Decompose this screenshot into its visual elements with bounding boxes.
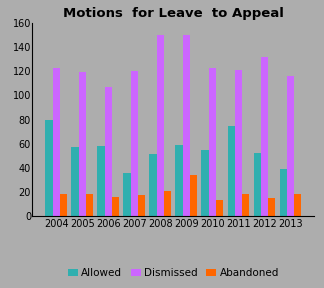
Bar bbox=[60, 194, 67, 216]
Legend: Allowed, Dismissed, Abandoned: Allowed, Dismissed, Abandoned bbox=[64, 264, 283, 282]
Bar bbox=[78, 73, 86, 216]
Bar bbox=[131, 71, 138, 216]
Bar bbox=[45, 120, 52, 216]
Bar bbox=[202, 150, 209, 216]
Bar bbox=[97, 146, 105, 216]
Bar bbox=[294, 194, 301, 216]
Bar bbox=[112, 197, 119, 216]
Bar bbox=[105, 87, 112, 216]
Bar bbox=[227, 126, 235, 216]
Bar bbox=[86, 194, 93, 216]
Bar bbox=[261, 57, 268, 216]
Title: Motions  for Leave  to Appeal: Motions for Leave to Appeal bbox=[63, 7, 284, 20]
Bar bbox=[280, 169, 287, 216]
Bar bbox=[164, 191, 171, 216]
Bar bbox=[287, 76, 294, 216]
Bar bbox=[190, 175, 197, 216]
Bar bbox=[138, 196, 145, 216]
Bar bbox=[254, 153, 261, 216]
Bar bbox=[157, 35, 164, 216]
Bar bbox=[123, 173, 131, 216]
Bar bbox=[71, 147, 78, 216]
Bar bbox=[235, 70, 242, 216]
Bar bbox=[183, 35, 190, 216]
Bar bbox=[175, 145, 183, 216]
Bar bbox=[52, 68, 60, 216]
Bar bbox=[149, 154, 157, 216]
Bar bbox=[216, 200, 223, 216]
Bar bbox=[242, 194, 249, 216]
Bar bbox=[268, 198, 275, 216]
Bar bbox=[209, 68, 216, 216]
